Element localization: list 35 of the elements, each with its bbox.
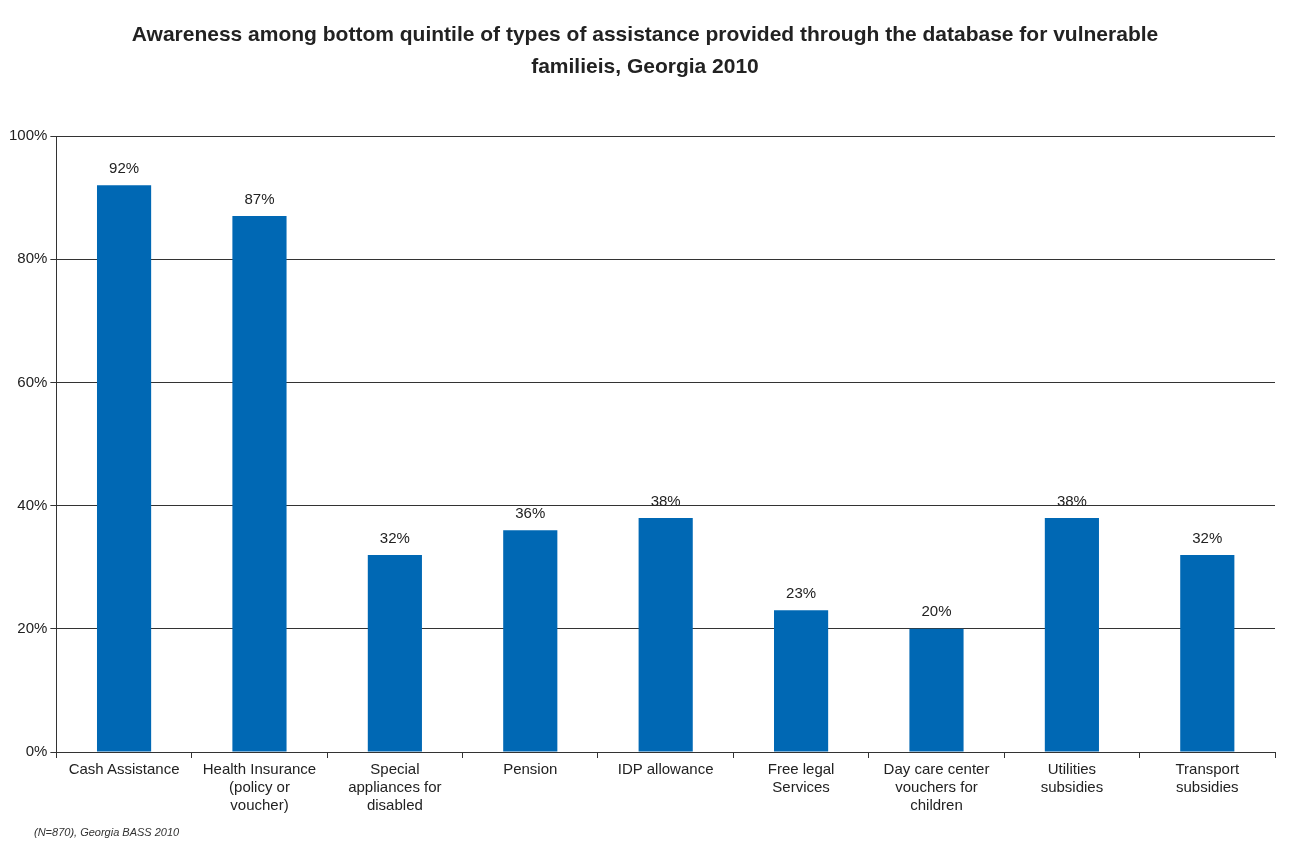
bar [232,216,287,752]
x-tick-label: Pension [503,760,558,778]
bar [367,554,422,752]
bar [1180,554,1235,752]
data-label: 38% [1056,491,1087,509]
y-tick-label: 0% [25,742,48,760]
bar [503,530,558,752]
data-label: 32% [1192,528,1223,546]
data-label: 92% [109,158,140,176]
y-tick-label: 80% [17,249,48,267]
x-tick-label: Cash Assistance [68,760,180,778]
bar [1044,517,1099,752]
chart-title: Awareness among bottom quintile of types of assistance provided through the database for vulnerable familieis, Georgia 2010 [130,21,1160,79]
data-label: 87% [244,189,275,207]
x-tick-label: IDP allowance [617,760,714,778]
data-label: 32% [379,528,410,546]
x-tick-label: Health Insurance (policy or voucher) [202,760,317,814]
data-label: 38% [650,491,681,509]
x-tick-label: Utilities subsidies [1040,760,1104,796]
bar [774,610,829,752]
data-label: 23% [786,583,817,601]
x-tick-label: Special appliances for disabled [348,760,442,814]
y-tick-label: 40% [17,495,48,513]
bar [638,517,693,752]
x-tick-label: Day care center vouchers for children [883,760,990,814]
bar [909,628,964,752]
data-label: 36% [515,503,546,521]
y-tick-label: 20% [17,618,48,636]
y-tick-label: 100% [8,126,48,144]
y-tick-label: 60% [17,372,48,390]
text: (N=870), Georgia BASS 2010 [34,826,180,838]
data-label: 20% [921,602,952,620]
x-tick-label: Transport subsidies [1175,760,1240,796]
x-tick-label: Free legal Services [767,760,835,796]
bar [96,185,152,752]
